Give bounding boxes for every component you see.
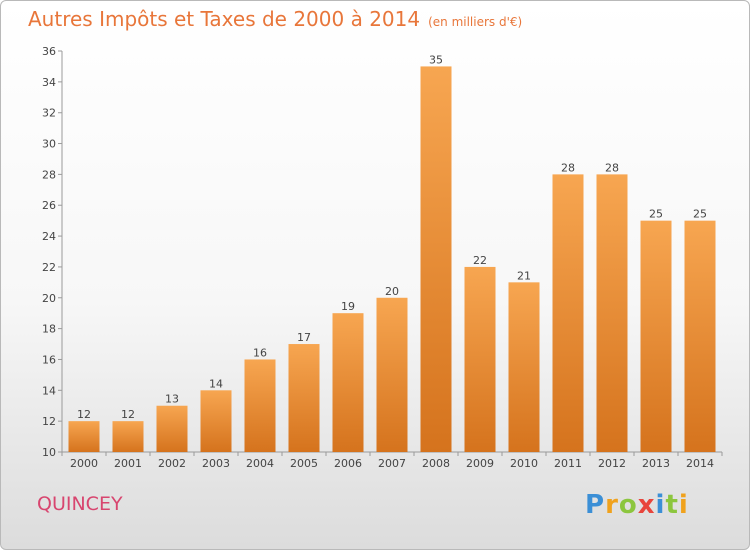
- y-tick-label: 32: [42, 107, 56, 120]
- bar: [420, 66, 452, 452]
- bar-value-label: 12: [121, 408, 135, 421]
- bar: [376, 297, 408, 452]
- bar: [552, 174, 584, 452]
- bar-value-label: 21: [517, 269, 531, 282]
- x-tick-label: 2014: [686, 457, 714, 470]
- bar-value-label: 25: [649, 208, 663, 221]
- bar: [596, 174, 628, 452]
- bar: [464, 266, 496, 452]
- chart-subtitle: (en milliers d'€): [428, 15, 523, 29]
- x-tick-label: 2006: [334, 457, 362, 470]
- chart-data-labels: 12 12 13 14 16 17 19 20 35 22 21 28 28 25 25: [77, 53, 707, 421]
- x-tick-label: 2001: [114, 457, 142, 470]
- bar-value-label: 28: [561, 161, 575, 174]
- y-tick-label: 16: [42, 353, 56, 366]
- x-tick-label: 2007: [378, 457, 406, 470]
- y-tick-label: 14: [42, 384, 56, 397]
- y-tick-label: 20: [42, 292, 56, 305]
- bar-value-label: 25: [693, 208, 707, 221]
- x-tick-label: 2000: [70, 457, 98, 470]
- bar-value-label: 22: [473, 254, 487, 267]
- x-tick-label: 2005: [290, 457, 318, 470]
- x-tick-label: 2010: [510, 457, 538, 470]
- y-tick-label: 22: [42, 261, 56, 274]
- chart-axes: 10 12 14 16 18 20 22 24 26 28 30 32 34 36 2000 2001 2002…: [42, 45, 723, 470]
- bar: [288, 344, 320, 452]
- bar-value-label: 13: [165, 393, 179, 406]
- bar: [508, 282, 540, 452]
- bar: [640, 220, 672, 452]
- bar-value-label: 35: [429, 53, 443, 66]
- y-tick-label: 18: [42, 323, 56, 336]
- bar: [244, 359, 276, 452]
- bar-value-label: 28: [605, 161, 619, 174]
- x-tick-label: 2011: [554, 457, 582, 470]
- y-tick-label: 36: [42, 45, 56, 58]
- proxiti-logo: Proxiti: [585, 490, 689, 520]
- x-tick-label: 2008: [422, 457, 450, 470]
- bar: [156, 405, 188, 452]
- y-tick-label: 30: [42, 138, 56, 151]
- bar: [112, 421, 144, 452]
- x-tick-label: 2004: [246, 457, 274, 470]
- y-tick-label: 26: [42, 199, 56, 212]
- bar-value-label: 12: [77, 408, 91, 421]
- x-tick-label: 2002: [158, 457, 186, 470]
- y-tick-label: 24: [42, 230, 56, 243]
- bar: [200, 390, 232, 452]
- city-name: QUINCEY: [37, 493, 123, 515]
- y-tick-label: 34: [42, 76, 56, 89]
- bar-value-label: 16: [253, 346, 267, 359]
- x-tick-label: 2013: [642, 457, 670, 470]
- x-tick-label: 2012: [598, 457, 626, 470]
- x-tick-label: 2003: [202, 457, 230, 470]
- y-tick-label: 10: [42, 446, 56, 459]
- y-tick-label: 28: [42, 168, 56, 181]
- bar: [68, 421, 100, 452]
- bar-value-label: 17: [297, 331, 311, 344]
- chart-title: Autres Impôts et Taxes de 2000 à 2014 (en…: [28, 7, 522, 31]
- y-tick-label: 12: [42, 415, 56, 428]
- chart-title-text: Autres Impôts et Taxes de 2000 à 2014: [28, 7, 421, 31]
- bar-value-label: 20: [385, 285, 399, 298]
- bar: [332, 313, 364, 452]
- x-tick-label: 2009: [466, 457, 494, 470]
- bar-value-label: 19: [341, 300, 355, 313]
- chart-bars: [68, 66, 716, 452]
- bar-value-label: 14: [209, 377, 223, 390]
- bar: [684, 220, 716, 452]
